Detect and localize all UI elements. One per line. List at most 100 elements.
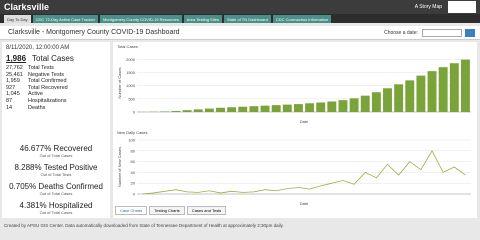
bar [438, 67, 448, 112]
y-tick-label: 20 [131, 181, 136, 186]
bar [193, 109, 203, 112]
percentage-value: 4.381% Hospitalized [19, 201, 93, 210]
total-cases: 1,986 Total Cases [6, 54, 74, 63]
tab[interactable]: State of TN Dashboard [223, 15, 271, 23]
stat-label: Total Recovered [28, 84, 68, 91]
total-cases-value: 1,986 [6, 54, 27, 63]
calendar-button[interactable] [465, 29, 475, 37]
percentage-block: 4.381% Hospitalized Out of Total Cases [2, 201, 110, 215]
footer: Created by APSU GIS Center. Data automat… [4, 223, 284, 228]
y-axis-label: Number of Cases [117, 67, 122, 98]
stat-row: 927 Total Recovered [6, 85, 68, 92]
stat-row: 1,045 Active [6, 91, 68, 98]
x-axis-label: Date [300, 201, 309, 206]
app-title: Clarksville [4, 2, 50, 12]
stat-value: 27,762 [6, 65, 23, 71]
summary-date: 8/11/2020, 12:00:00 AM [6, 45, 70, 51]
bar [171, 110, 181, 112]
stat-row: 27,762 Total Tests [6, 65, 68, 72]
stat-value: 1,045 [6, 91, 20, 98]
bar [204, 108, 214, 112]
percentage-note: Out of Total Cases [39, 153, 73, 158]
bar [360, 95, 370, 112]
story-map[interactable]: A Story Map [414, 4, 442, 10]
chart: New Daily Cases Number of New Cases Date 0 2… [117, 130, 471, 206]
percentage-block: 8.288% Tested Positive Out of Total Tests [2, 163, 110, 177]
bar [338, 100, 348, 112]
stat-label: Deaths [28, 104, 46, 111]
percentage-note: Out of Total Cases [39, 191, 73, 196]
tab[interactable]: CDC Coronavirus Information [272, 15, 332, 23]
y-tick-label: 500 [128, 96, 135, 101]
bar [394, 84, 404, 112]
stat-row: 14 Deaths [6, 105, 68, 112]
line [142, 149, 466, 195]
bar [460, 59, 470, 112]
tab[interactable]: Montgomery County COVID-19 Resources [99, 15, 182, 23]
bar [249, 106, 259, 112]
y-tick-label: 1500 [126, 70, 136, 75]
stat-value: 14 [6, 104, 13, 111]
tab[interactable]: Day To Day [4, 15, 31, 23]
chart-title: Total Cases [117, 44, 138, 49]
chart-tab[interactable]: Cases and Tests [186, 206, 227, 215]
bar [305, 103, 315, 112]
bar [316, 102, 326, 112]
percentage-note: Out of Total Cases [39, 210, 73, 215]
x-axis-label: Date [300, 119, 309, 124]
y-tick-label: 60 [131, 159, 136, 164]
summary-panel: 8/11/2020, 12:00:00 AM 1,986 Total Cases … [2, 42, 110, 218]
chart-title: New Daily Cases [117, 130, 147, 135]
bar [260, 105, 270, 112]
percentage-value: 46.677% Recovered [19, 144, 93, 153]
bar [427, 71, 437, 112]
stat-value: 25,461 [6, 71, 23, 78]
y-tick-label: 100 [128, 138, 135, 143]
bar [405, 80, 415, 112]
stat-label: Hospitalizations [28, 97, 67, 104]
stat-value: 87 [6, 97, 13, 104]
y-tick-label: 1000 [126, 83, 136, 88]
bar [238, 106, 248, 112]
stat-label: Negative Tests [28, 71, 64, 78]
bar [416, 75, 426, 112]
bar [383, 88, 392, 112]
bar [282, 104, 292, 112]
y-tick-label: 0 [133, 192, 136, 197]
date-input[interactable] [422, 29, 462, 37]
bar [449, 63, 459, 112]
percentage-block: 46.677% Recovered Out of Total Cases [2, 144, 110, 158]
tab-bar: Day To Day CDC 72-Day Active Case Tracker… [0, 14, 480, 23]
bar [160, 111, 170, 112]
bar [371, 92, 381, 112]
charts-panel: Total Cases Number of Cases Date 0 500 1000 15… [113, 42, 477, 218]
percentage-value: 0.705% Deaths Confirmed [9, 182, 103, 191]
date-label: Choose a date: [384, 30, 418, 36]
stat-row: 87 Hospitalizations [6, 98, 68, 105]
page: Clarksville A Story Map Day To Day CDC 72… [0, 0, 480, 228]
bar [216, 107, 225, 112]
chart-tab[interactable]: Case Charts [115, 206, 148, 215]
bar [349, 98, 359, 112]
logo[interactable] [448, 1, 476, 13]
bar [182, 110, 192, 112]
y-tick-label: 0 [133, 110, 136, 115]
y-tick-label: 80 [131, 148, 136, 153]
stat-row: 1,959 Total Confirmed [6, 78, 68, 85]
chart-tab[interactable]: Testing Charts [149, 206, 185, 215]
dashboard-title: Clarksville - Montgomery County COVID-19… [8, 29, 180, 36]
stat-value: 1,959 [6, 78, 20, 85]
bar [227, 107, 237, 112]
y-tick-label: 2000 [126, 57, 136, 62]
y-axis-label: Number of New Cases [117, 147, 122, 187]
stat-label: Active [28, 91, 43, 98]
tab[interactable]: Area Testing Sites [183, 15, 222, 23]
stat-label: Total Tests [28, 65, 54, 71]
stat-row: 25,461 Negative Tests [6, 72, 68, 79]
percentage-note: Out of Total Tests [40, 172, 72, 177]
percentage-block: 0.705% Deaths Confirmed Out of Total Case… [2, 182, 110, 196]
bar [293, 104, 303, 112]
tab[interactable]: CDC 72-Day Active Case Tracker [32, 15, 98, 23]
stats-list: 27,762 Total Tests 25,461 Negative Tests 1,9… [6, 65, 68, 111]
stat-value: 927 [6, 84, 16, 91]
